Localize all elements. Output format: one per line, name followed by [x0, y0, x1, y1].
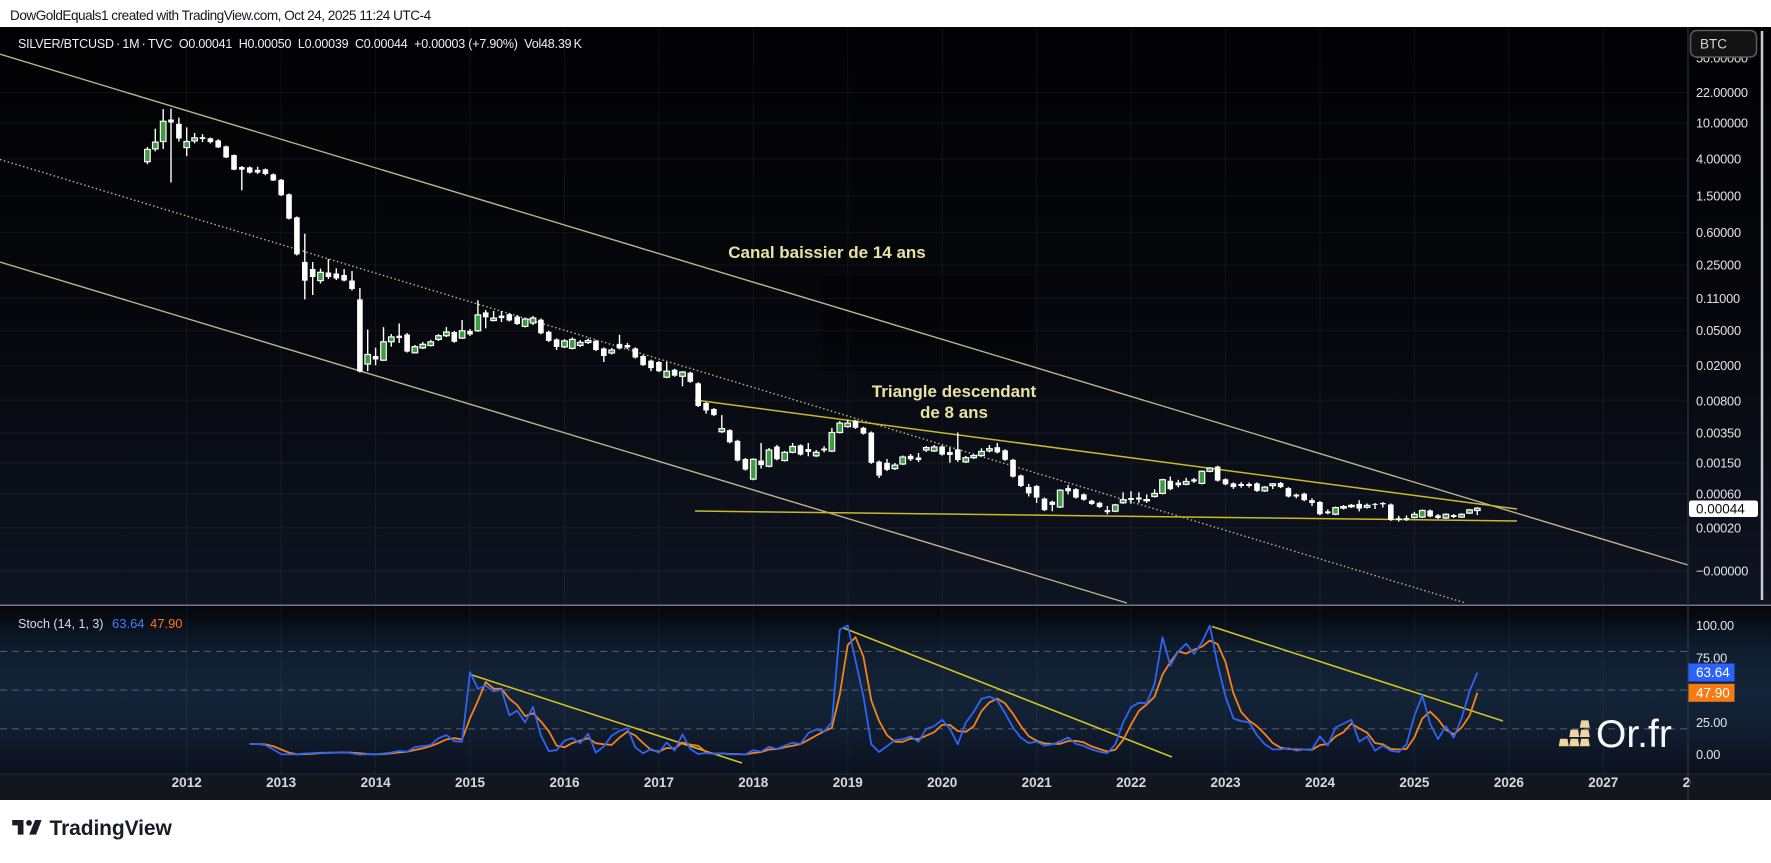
svg-text:2014: 2014 — [361, 775, 392, 790]
svg-text:de 8 ans: de 8 ans — [920, 403, 988, 422]
svg-text:0.60000: 0.60000 — [1696, 225, 1741, 240]
svg-text:−0.00000: −0.00000 — [1696, 564, 1748, 579]
svg-text:2015: 2015 — [455, 775, 486, 790]
svg-text:0.25000: 0.25000 — [1696, 258, 1741, 273]
svg-text:25.00: 25.00 — [1696, 715, 1727, 730]
svg-text:22.00000: 22.00000 — [1696, 85, 1748, 100]
svg-text:2024: 2024 — [1305, 775, 1336, 790]
svg-text:2019: 2019 — [833, 775, 863, 790]
svg-text:2017: 2017 — [644, 775, 674, 790]
svg-text:0.00: 0.00 — [1696, 747, 1720, 762]
svg-text:0.11000: 0.11000 — [1696, 291, 1740, 306]
svg-text:2016: 2016 — [549, 775, 580, 790]
svg-text:DowGoldEquals1 created with Tr: DowGoldEquals1 created with TradingView.… — [10, 8, 432, 23]
svg-text:2027: 2027 — [1588, 775, 1618, 790]
svg-text:0.00150: 0.00150 — [1696, 456, 1741, 471]
svg-text:0.00044: 0.00044 — [1696, 502, 1745, 517]
svg-text:Or.fr: Or.fr — [1596, 713, 1672, 756]
svg-text:2028: 2028 — [1683, 775, 1714, 790]
svg-text:0.02000: 0.02000 — [1696, 358, 1741, 373]
svg-text:0.05000: 0.05000 — [1696, 323, 1741, 338]
svg-text:0.00350: 0.00350 — [1696, 426, 1741, 441]
svg-text:47.90: 47.90 — [150, 616, 183, 631]
svg-text:SILVER/BTCUSD · 1M · TVC O0.0: SILVER/BTCUSD · 1M · TVC O0.00041 H0.000… — [18, 37, 583, 51]
svg-text:2026: 2026 — [1494, 775, 1525, 790]
svg-text:2022: 2022 — [1116, 775, 1146, 790]
svg-text:Stoch (14, 1, 3): Stoch (14, 1, 3) — [18, 617, 103, 631]
svg-text:47.90: 47.90 — [1696, 685, 1730, 700]
svg-text:63.64: 63.64 — [112, 616, 145, 631]
svg-text:63.64: 63.64 — [1696, 665, 1730, 680]
svg-text:0.00020: 0.00020 — [1696, 521, 1741, 536]
svg-text:Canal baissier de 14 ans: Canal baissier de 14 ans — [728, 243, 926, 262]
svg-text:2012: 2012 — [172, 775, 202, 790]
svg-text:2020: 2020 — [927, 775, 957, 790]
svg-text:TradingView: TradingView — [50, 817, 173, 840]
svg-text:2021: 2021 — [1022, 775, 1053, 790]
svg-text:10.00000: 10.00000 — [1696, 116, 1748, 131]
svg-text:Triangle descendant: Triangle descendant — [872, 382, 1037, 401]
svg-text:75.00: 75.00 — [1696, 650, 1727, 665]
svg-text:0.00800: 0.00800 — [1696, 394, 1741, 409]
svg-text:2025: 2025 — [1399, 775, 1430, 790]
svg-text:100.00: 100.00 — [1696, 618, 1734, 633]
svg-text:BTC: BTC — [1700, 37, 1727, 52]
svg-text:2023: 2023 — [1210, 775, 1241, 790]
svg-text:4.00000: 4.00000 — [1696, 152, 1741, 167]
svg-text:2018: 2018 — [738, 775, 769, 790]
svg-text:1.50000: 1.50000 — [1696, 189, 1741, 204]
svg-text:0.00060: 0.00060 — [1696, 487, 1741, 502]
svg-text:2013: 2013 — [266, 775, 297, 790]
